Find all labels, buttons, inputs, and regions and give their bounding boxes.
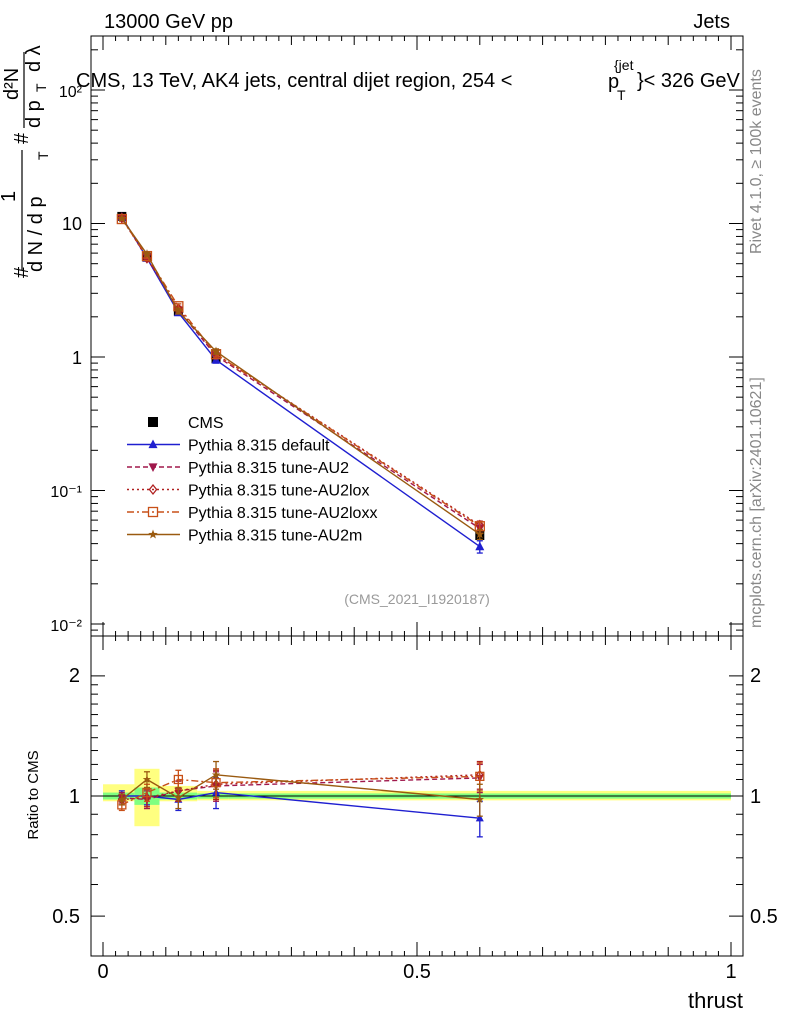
y-tick-label: 10⁻²: [50, 618, 82, 635]
mcplots-label: mcplots.cern.ch [arXiv:2401.10621]: [748, 377, 765, 628]
legend-marker: [148, 417, 158, 427]
series-line: [121, 217, 481, 526]
legend-marker: [148, 529, 158, 539]
main-y-tick-labels: 10⁻² 10⁻¹ 1 10 10²: [50, 84, 82, 635]
series-pythia-8-315-default: [117, 211, 485, 554]
legend-label: Pythia 8.315 default: [188, 438, 330, 455]
data-point: [173, 774, 184, 785]
rivet-version-label: Rivet 4.1.0, ≥ 100k events: [748, 69, 765, 254]
y-tick-label: 10²: [59, 84, 83, 101]
data-point: [475, 541, 485, 551]
legend-item-pythia-8-315-default: Pythia 8.315 default: [127, 438, 330, 455]
legend-marker: [147, 506, 159, 518]
series-line: [121, 774, 480, 801]
axis-ticks: [91, 36, 743, 956]
data-point: [475, 771, 485, 782]
legend-item-pythia-8-315-tune-au2m: Pythia 8.315 tune-AU2m: [127, 528, 362, 545]
legend-label: Pythia 8.315 tune-AU2m: [188, 528, 362, 545]
legend-marker: [148, 483, 158, 496]
ratio-y-axis-label: Ratio to CMS: [25, 750, 42, 839]
header-right-label: Jets: [693, 11, 730, 33]
data-point: [117, 795, 126, 804]
legend-item-pythia-8-315-tune-au2loxx: Pythia 8.315 tune-AU2loxx: [127, 505, 377, 522]
data-point: [475, 813, 484, 822]
main-title: CMS, 13 TeV, AK4 jets, central dijet reg…: [76, 57, 741, 103]
main-title-pt-sub: T: [617, 87, 626, 103]
header-left-label: 13000 GeV pp: [104, 11, 233, 33]
ratio-y-tick-label: 0.5: [52, 906, 80, 928]
y-tick-label: 10⁻¹: [50, 484, 82, 501]
ratio-y-tick-label: 1: [69, 786, 80, 808]
y-label-dpt: d p: [23, 100, 45, 128]
legend-label: Pythia 8.315 tune-AU2lox: [188, 483, 369, 500]
y-label-frac-den-sub: T: [35, 151, 51, 160]
series-pythia-8-315-tune-au2m: [117, 760, 484, 817]
data-point: [117, 213, 127, 223]
x-tick-label: 1: [725, 961, 736, 983]
main-title-pt: p: [608, 71, 619, 93]
data-point: [475, 795, 484, 804]
y-label-hash: #: [11, 266, 33, 278]
analysis-watermark: (CMS_2021_I1920187): [344, 591, 490, 607]
data-point: [117, 212, 127, 224]
legend-label: CMS: [188, 415, 224, 432]
legend: CMS Pythia 8.315 default Pythia 8.315 tune…: [127, 415, 377, 545]
main-panel-frame: [90, 35, 744, 637]
data-point: [142, 787, 152, 798]
main-series-group: [116, 211, 485, 554]
series-pythia-8-315-tune-au2m: [117, 213, 485, 541]
ratio-series-group: [117, 760, 485, 838]
y-label-dpt-sub: T: [33, 83, 49, 92]
y-tick-label: 1: [72, 348, 82, 368]
y-label-frac-den: d N / d p: [25, 196, 47, 272]
legend-marker: [148, 439, 158, 449]
legend-marker: [148, 463, 158, 472]
ratio-y-tick-label-right: 2: [750, 665, 761, 687]
data-point: [173, 306, 184, 316]
x-axis-label: thrust: [688, 988, 743, 1013]
legend-item-cms: CMS: [148, 415, 224, 432]
ratio-y-tick-label: 2: [69, 665, 80, 687]
x-tick-label: 0.5: [403, 961, 431, 983]
main-y-axis-label: # 1 d N / d p T # d²N d p T d λ: [0, 45, 51, 278]
data-point: [142, 249, 152, 259]
data-point: [211, 346, 221, 356]
data-point: [142, 775, 152, 783]
data-point: [475, 529, 485, 539]
main-title-end: }< 326 GeV: [637, 70, 741, 92]
data-point: [211, 770, 221, 779]
legend-item-pythia-8-315-tune-au2: Pythia 8.315 tune-AU2: [127, 460, 349, 477]
main-title-text: CMS, 13 TeV, AK4 jets, central dijet reg…: [76, 70, 512, 92]
main-title-pt-sup: {jet: [614, 57, 634, 73]
legend-label: Pythia 8.315 tune-AU2loxx: [188, 505, 377, 522]
data-point: [174, 793, 183, 802]
series-line: [121, 218, 481, 527]
y-label-hash-2: #: [11, 132, 33, 144]
legend-item-pythia-8-315-tune-au2lox: Pythia 8.315 tune-AU2lox: [127, 483, 369, 500]
y-label-d2n: d²N: [1, 68, 23, 100]
y-tick-label: 10: [62, 214, 82, 234]
ratio-y-tick-label-right: 1: [750, 786, 761, 808]
x-tick-label: 0: [97, 961, 108, 983]
legend-label: Pythia 8.315 tune-AU2: [188, 460, 349, 477]
y-label-dlambda: d λ: [23, 45, 45, 72]
y-label-frac-num: 1: [0, 191, 20, 202]
ratio-y-tick-label-right: 0.5: [750, 906, 778, 928]
